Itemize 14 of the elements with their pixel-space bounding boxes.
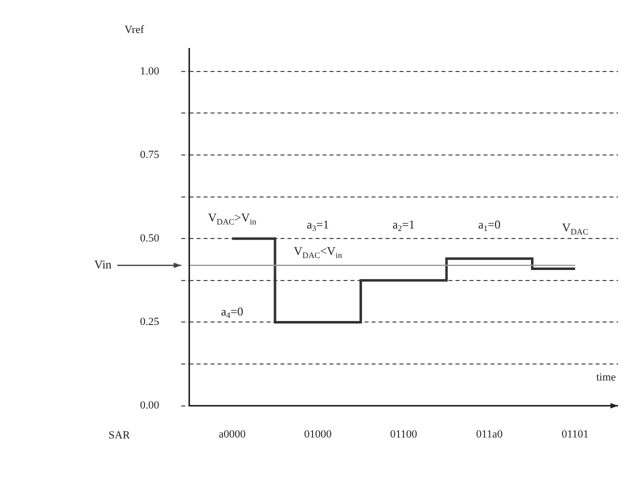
y-tick-label: 0.25 bbox=[140, 316, 160, 328]
x-tick-label: 01101 bbox=[562, 428, 589, 440]
y-tick-label: 0.75 bbox=[140, 148, 160, 161]
text: SAR bbox=[108, 430, 131, 442]
y-tick-label: 0.50 bbox=[140, 232, 160, 244]
x-tick-label: 011a0 bbox=[476, 428, 504, 440]
ref-line-label: Vin bbox=[94, 258, 112, 272]
y-tick-label: 1.00 bbox=[140, 65, 160, 78]
y-axis-title: Vref bbox=[124, 24, 144, 36]
x-axis-title: time bbox=[596, 372, 616, 384]
x-tick-label: 01000 bbox=[304, 428, 332, 440]
x-tick-label: 01100 bbox=[390, 428, 418, 440]
x-tick-label: a0000 bbox=[218, 428, 246, 440]
y-tick-label: 0.00 bbox=[140, 400, 160, 412]
